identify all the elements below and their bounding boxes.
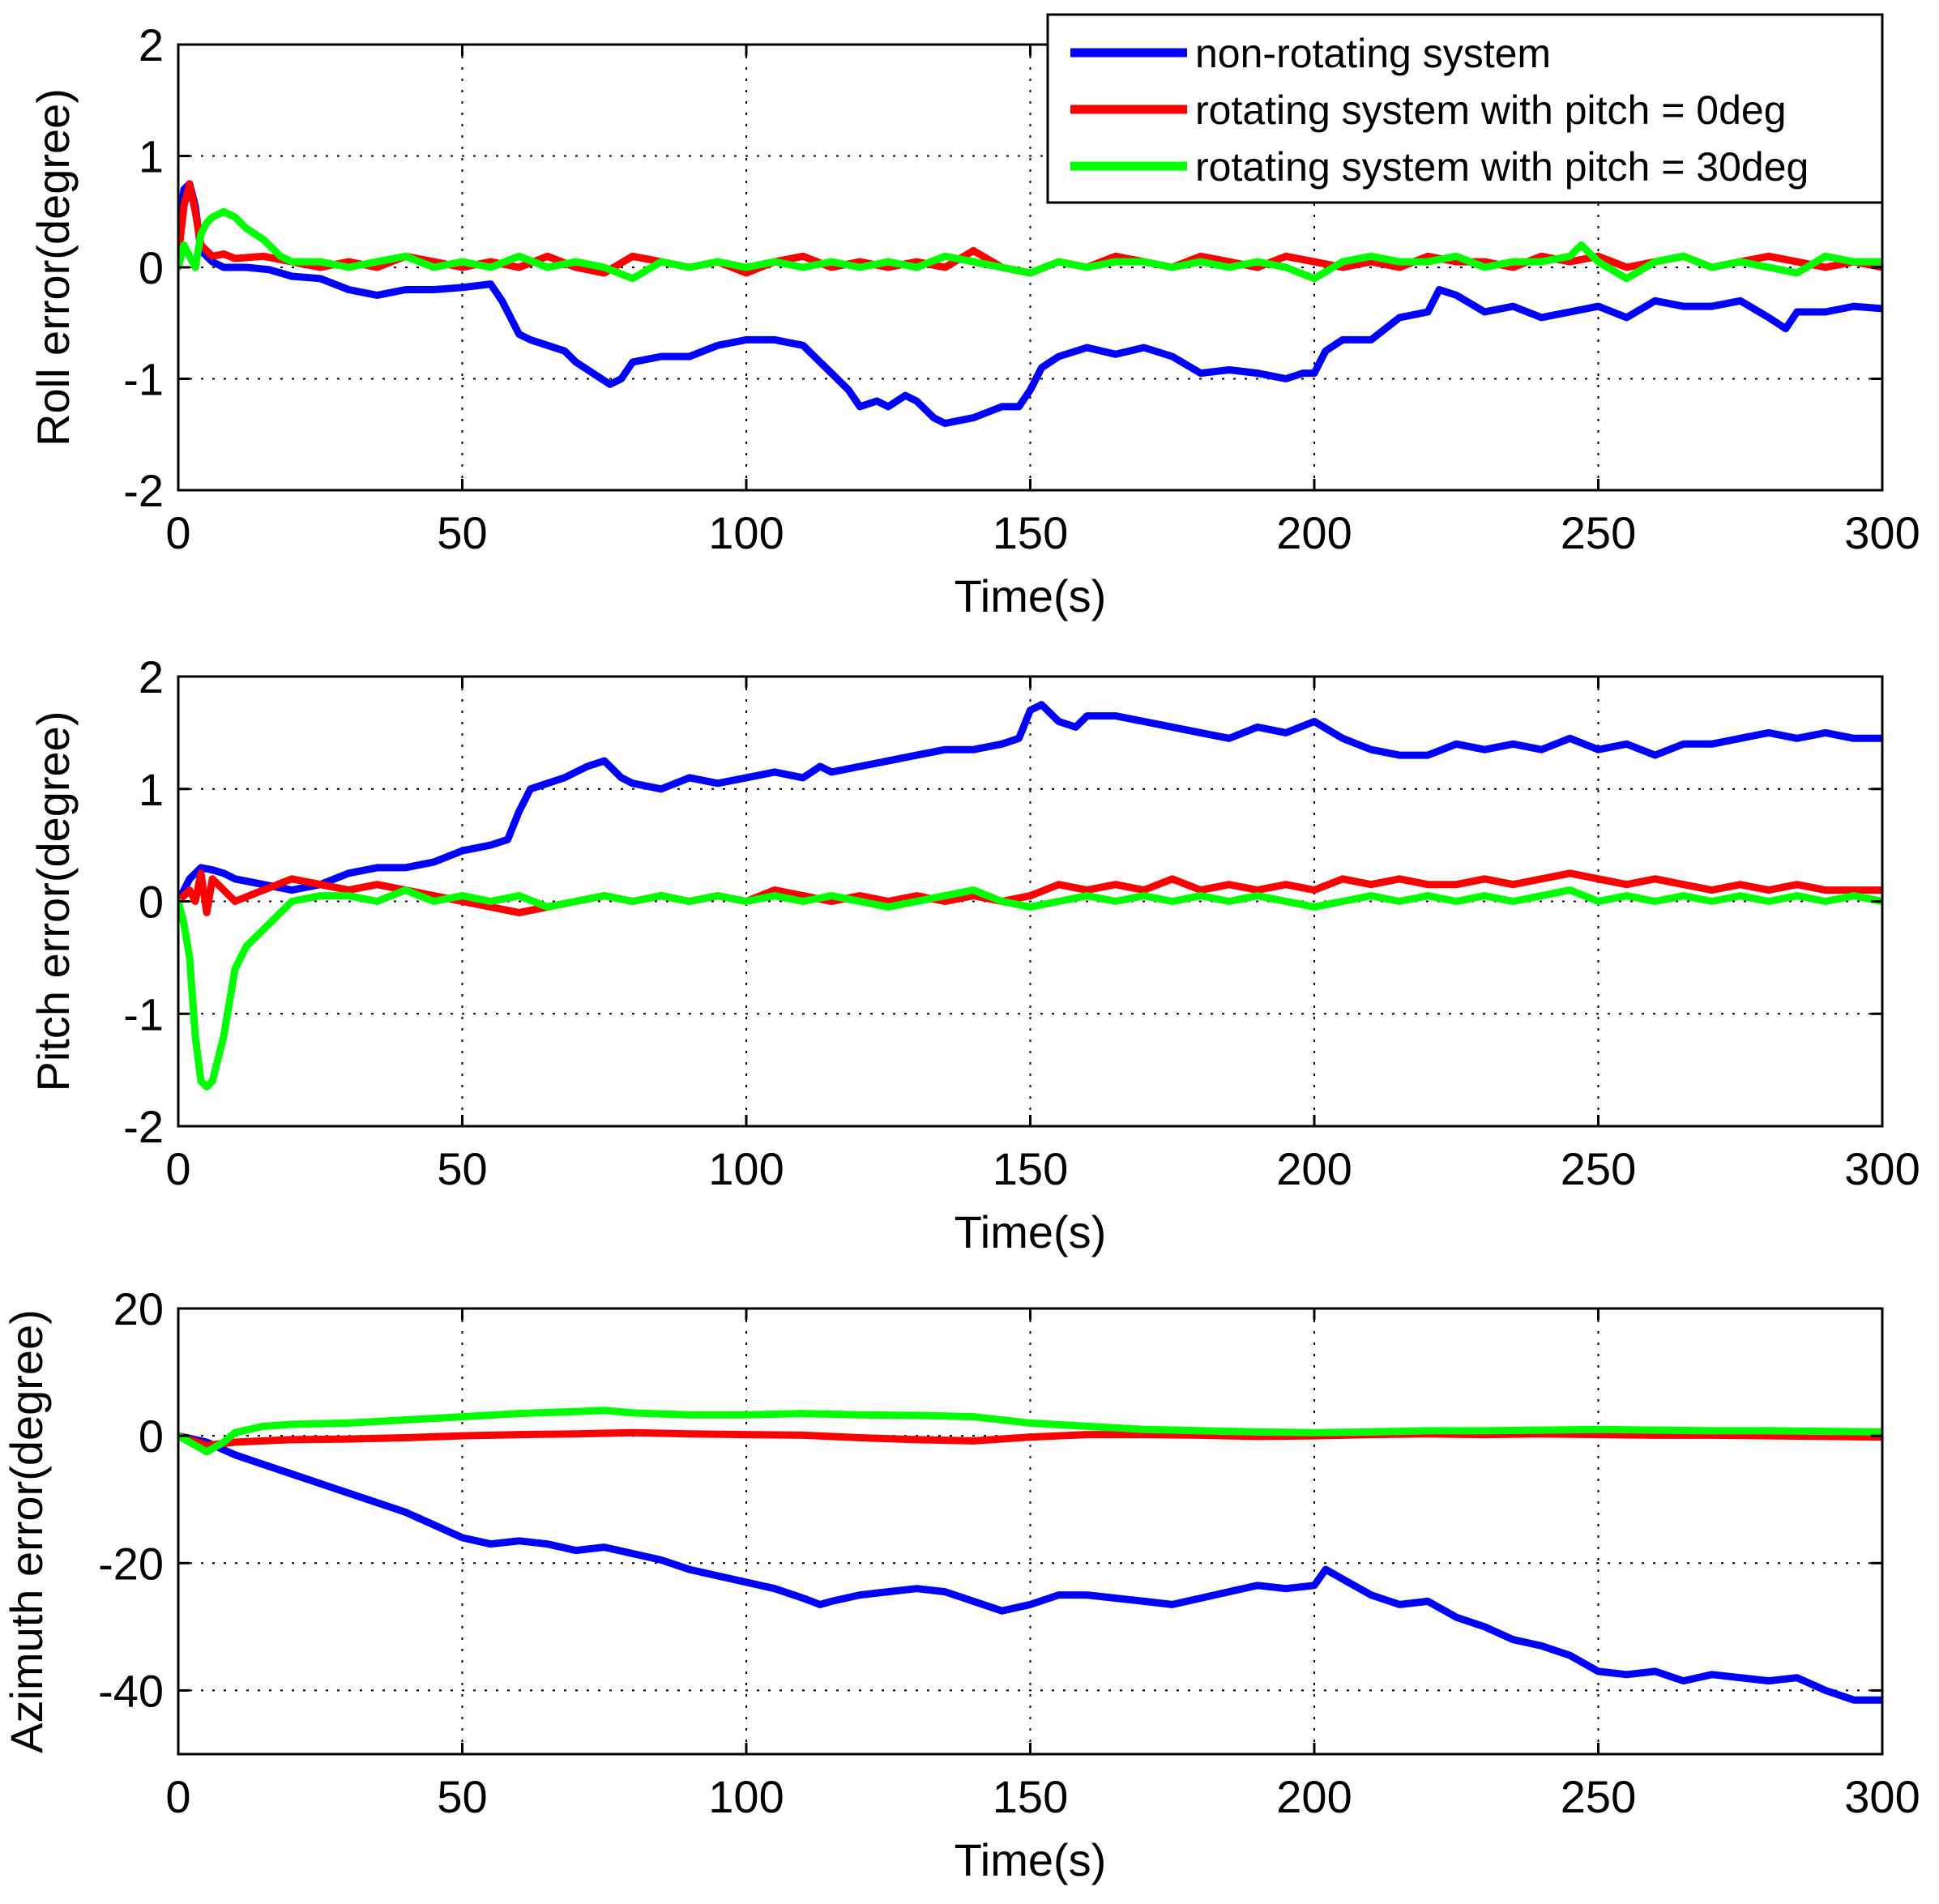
series-line-rotating-system-with-pitch-30deg bbox=[178, 1407, 1882, 1456]
y-tick-label: -1 bbox=[123, 354, 164, 405]
plot-frame bbox=[177, 1307, 1884, 1756]
y-tick-label: -2 bbox=[123, 465, 164, 516]
series-group bbox=[178, 180, 1882, 427]
x-tick-label: 150 bbox=[993, 507, 1068, 558]
x-tick-label: 250 bbox=[1561, 1143, 1636, 1194]
y-tick-label: 2 bbox=[139, 651, 164, 702]
legend-label: rotating system with pitch = 0deg bbox=[1195, 88, 1787, 133]
y-tick-label: 0 bbox=[139, 1411, 164, 1462]
x-tick-label: 100 bbox=[708, 1771, 784, 1822]
y-tick-label: 1 bbox=[139, 764, 164, 815]
x-tick-label: 200 bbox=[1276, 507, 1352, 558]
x-tick-label: 150 bbox=[993, 1143, 1068, 1194]
x-tick-label: 50 bbox=[437, 1771, 487, 1822]
y-tick-label: 20 bbox=[113, 1283, 164, 1334]
series-line-rotating-system-with-pitch-0deg bbox=[178, 1428, 1882, 1449]
y-tick-label: 1 bbox=[139, 131, 164, 182]
series-line-non-rotating-system bbox=[178, 180, 1882, 427]
y-tick-label: -40 bbox=[98, 1665, 164, 1716]
x-tick-label: 50 bbox=[437, 1143, 487, 1194]
series-line-rotating-system-with-pitch-30deg bbox=[178, 207, 1882, 283]
y-tick-label: 0 bbox=[139, 877, 164, 928]
x-tick-label: 100 bbox=[708, 507, 784, 558]
x-tick-label: 150 bbox=[993, 1771, 1068, 1822]
x-axis-title: Time(s) bbox=[955, 1834, 1107, 1885]
series-line-rotating-system-with-pitch-30deg bbox=[178, 886, 1882, 1091]
chart-panel-1: 0 50 100 150 200 250 300 -2 -1 0 1 2 Time(s) Roll err… bbox=[28, 19, 1920, 621]
x-tick-label: 300 bbox=[1844, 1143, 1920, 1194]
x-tick-label: 300 bbox=[1844, 507, 1920, 558]
x-tick-label: 100 bbox=[708, 1143, 784, 1194]
y-axis-title: Pitch error(degree) bbox=[28, 711, 79, 1092]
series-group bbox=[178, 701, 1882, 1091]
y-tick-label: -1 bbox=[123, 988, 164, 1040]
series-line-rotating-system-with-pitch-0deg bbox=[178, 869, 1882, 916]
x-tick-label: 300 bbox=[1844, 1771, 1920, 1822]
y-tick-label: 2 bbox=[139, 19, 164, 70]
y-axis-title: Roll error(degree) bbox=[28, 88, 79, 446]
x-tick-label: 250 bbox=[1561, 507, 1636, 558]
legend-label: non-rotating system bbox=[1195, 31, 1551, 76]
series-line-non-rotating-system bbox=[178, 1432, 1882, 1704]
y-axis-title: Azimuth error(degree) bbox=[1, 1309, 52, 1753]
series-line-non-rotating-system bbox=[178, 701, 1882, 905]
chart-panel-3: 0 50 100 150 200 250 300 -40 -20 0 20 Time(s) Azimut… bbox=[1, 1283, 1920, 1885]
chart-panel-2: 0 50 100 150 200 250 300 -2 -1 0 1 2 Time(s) Pitch er… bbox=[28, 651, 1920, 1257]
x-tick-label: 200 bbox=[1276, 1143, 1352, 1194]
x-tick-label: 0 bbox=[165, 507, 190, 558]
y-tick-label: 0 bbox=[139, 242, 164, 293]
legend: non-rotating system rotating system with … bbox=[1046, 13, 1884, 204]
y-tick-label: -20 bbox=[98, 1538, 164, 1589]
legend-label: rotating system with pitch = 30deg bbox=[1195, 144, 1809, 190]
x-tick-label: 0 bbox=[165, 1771, 190, 1822]
x-tick-label: 250 bbox=[1561, 1771, 1636, 1822]
y-tick-label: -2 bbox=[123, 1101, 164, 1152]
x-tick-label: 0 bbox=[165, 1143, 190, 1194]
x-tick-label: 50 bbox=[437, 507, 487, 558]
x-axis-title: Time(s) bbox=[955, 1206, 1107, 1257]
series-group bbox=[178, 1407, 1882, 1704]
x-axis-title: Time(s) bbox=[955, 570, 1107, 621]
x-tick-label: 200 bbox=[1276, 1771, 1352, 1822]
